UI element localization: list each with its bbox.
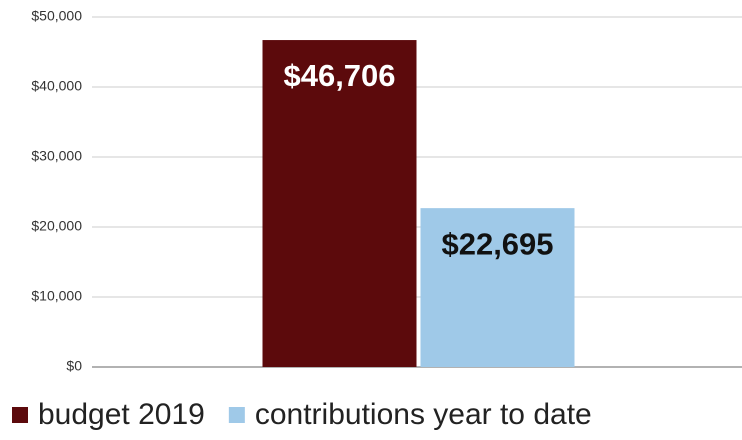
legend-label: budget 2019	[38, 398, 205, 431]
y-tick-label: $0	[66, 358, 82, 374]
legend-label: contributions year to date	[255, 398, 592, 431]
legend-marker	[228, 407, 245, 423]
y-tick-label: $30,000	[31, 148, 82, 164]
bar	[262, 40, 417, 368]
legend-marker	[12, 407, 28, 423]
y-tick-label: $20,000	[31, 218, 82, 234]
bar	[420, 208, 575, 367]
y-tick-label: $40,000	[31, 78, 82, 94]
y-tick-label: $50,000	[31, 8, 82, 24]
y-tick-label: $10,000	[31, 288, 82, 304]
value-label: $22,695	[441, 226, 553, 261]
value-label: $46,706	[283, 58, 395, 93]
